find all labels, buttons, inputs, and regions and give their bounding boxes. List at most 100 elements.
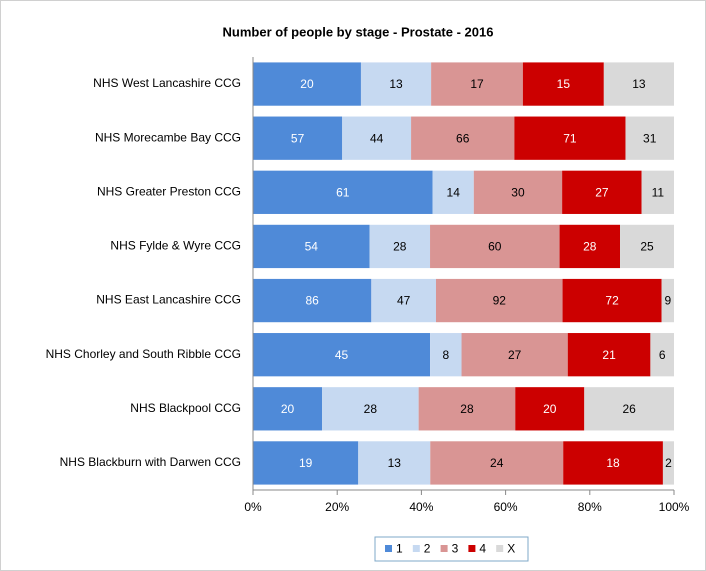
legend-label: 4	[479, 542, 486, 556]
bar-segment	[662, 441, 674, 485]
bar-segment	[620, 224, 674, 269]
data-label: 27	[595, 185, 609, 199]
bar-segment	[430, 333, 462, 377]
bar-segment	[473, 170, 563, 214]
data-label: 21	[602, 348, 616, 362]
category-label: NHS Morecambe Bay CCG	[95, 130, 241, 144]
bar-segment	[625, 116, 674, 160]
data-label: 26	[622, 402, 636, 416]
category-label: NHS East Lancashire CCG	[96, 293, 241, 307]
bar-segment	[562, 278, 662, 323]
data-label: 11	[652, 185, 665, 199]
category-label: NHS Blackburn with Darwen CCG	[60, 455, 241, 469]
bar-segment	[253, 62, 361, 106]
bar-segment	[411, 116, 515, 160]
bar-segment	[515, 387, 585, 431]
bar-segment	[371, 278, 436, 323]
legend-label: 3	[452, 542, 459, 556]
data-label: 66	[456, 131, 470, 145]
bar-segment	[650, 333, 674, 377]
legend-label: 2	[424, 542, 431, 556]
category-label: NHS West Lancashire CCG	[93, 76, 241, 90]
x-tick-label: 20%	[325, 500, 349, 514]
bar-segment	[603, 62, 674, 106]
bar-segment	[253, 170, 433, 214]
bar-segment	[253, 278, 372, 323]
legend-swatch	[385, 545, 392, 552]
data-label: 47	[397, 294, 411, 308]
data-label: 61	[336, 185, 350, 199]
bar-segment	[253, 387, 323, 431]
data-label: 28	[393, 240, 407, 254]
data-label: 20	[300, 77, 314, 91]
data-label: 45	[335, 348, 349, 362]
data-label: 20	[281, 402, 295, 416]
category-label: NHS Blackpool CCG	[130, 401, 241, 415]
data-label: 31	[643, 131, 657, 145]
category-label: NHS Chorley and South Ribble CCG	[46, 347, 241, 361]
data-label: 15	[557, 77, 571, 91]
bar-segment	[253, 441, 359, 485]
bar-segment	[253, 224, 370, 269]
legend-label: X	[507, 542, 515, 556]
x-tick-label: 40%	[409, 500, 433, 514]
data-label: 60	[488, 240, 502, 254]
bar-segment	[253, 116, 343, 160]
data-label: 28	[460, 402, 474, 416]
data-label: 2	[665, 456, 672, 470]
legend-swatch	[412, 545, 420, 552]
chart-title: Number of people by stage - Prostate - 2…	[223, 24, 494, 39]
data-label: 54	[305, 240, 319, 254]
legend-swatch	[468, 545, 476, 552]
data-label: 27	[508, 348, 522, 362]
data-label: 9	[664, 294, 671, 308]
data-label: 20	[543, 402, 557, 416]
data-label: 30	[511, 185, 525, 199]
data-label: 14	[447, 185, 461, 199]
bar-segment	[253, 333, 431, 377]
category-label: NHS Greater Preston CCG	[97, 184, 241, 198]
bar-segment	[430, 441, 564, 485]
data-label: 57	[291, 131, 305, 145]
bar-segment	[431, 62, 523, 106]
data-label: 72	[605, 294, 619, 308]
data-label: 13	[388, 456, 402, 470]
bar-segment	[432, 170, 474, 214]
x-tick-label: 0%	[244, 500, 262, 514]
data-label: 86	[305, 294, 319, 308]
bar-segment	[514, 116, 626, 160]
data-label: 6	[659, 348, 666, 362]
bar-segment	[567, 333, 651, 377]
data-label: 8	[442, 348, 449, 362]
data-label: 28	[583, 240, 597, 254]
bar-segment	[418, 387, 516, 431]
x-tick-label: 80%	[578, 500, 602, 514]
data-label: 25	[640, 240, 654, 254]
bar-segment	[522, 62, 604, 106]
x-tick-label: 100%	[659, 500, 690, 514]
data-label: 24	[490, 456, 504, 470]
bar-segment	[430, 224, 560, 269]
bar-segment	[360, 62, 432, 106]
data-label: 13	[389, 77, 403, 91]
data-label: 71	[563, 131, 577, 145]
bar-segment	[563, 441, 663, 485]
bar-segment	[584, 387, 674, 431]
category-label: NHS Fylde & Wyre CCG	[110, 239, 241, 253]
legend-label: 1	[396, 542, 403, 556]
bar-segment	[435, 278, 563, 323]
data-label: 13	[632, 77, 646, 91]
bar-segment	[661, 278, 674, 323]
bar-segment	[559, 224, 621, 269]
x-tick-label: 60%	[494, 500, 518, 514]
data-label: 44	[370, 131, 384, 145]
bar-segment	[562, 170, 642, 214]
bar-segment	[461, 333, 568, 377]
bar-segment	[358, 441, 431, 485]
bar-segment	[641, 170, 674, 214]
bar-segment	[322, 387, 419, 431]
bar-segment	[369, 224, 431, 269]
data-label: 28	[364, 402, 378, 416]
